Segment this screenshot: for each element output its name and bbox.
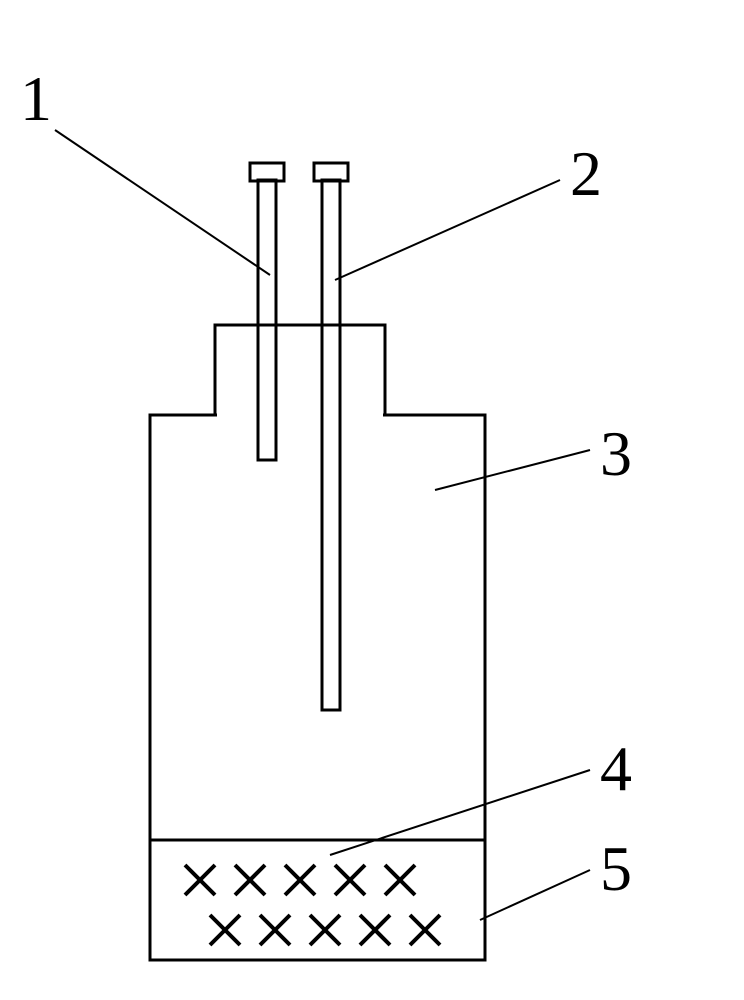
container-neck [215, 325, 385, 415]
label-2: 2 [570, 138, 602, 209]
long-tube [314, 163, 348, 710]
label-5: 5 [600, 833, 632, 904]
leader-5 [480, 870, 590, 920]
bottom-material-crosses [185, 865, 440, 945]
label-1: 1 [20, 63, 52, 134]
leader-1 [55, 130, 270, 275]
label-4: 4 [600, 733, 632, 804]
label-3: 3 [600, 418, 632, 489]
leader-4 [330, 770, 590, 855]
leader-2 [335, 180, 560, 280]
leader-3 [435, 450, 590, 490]
